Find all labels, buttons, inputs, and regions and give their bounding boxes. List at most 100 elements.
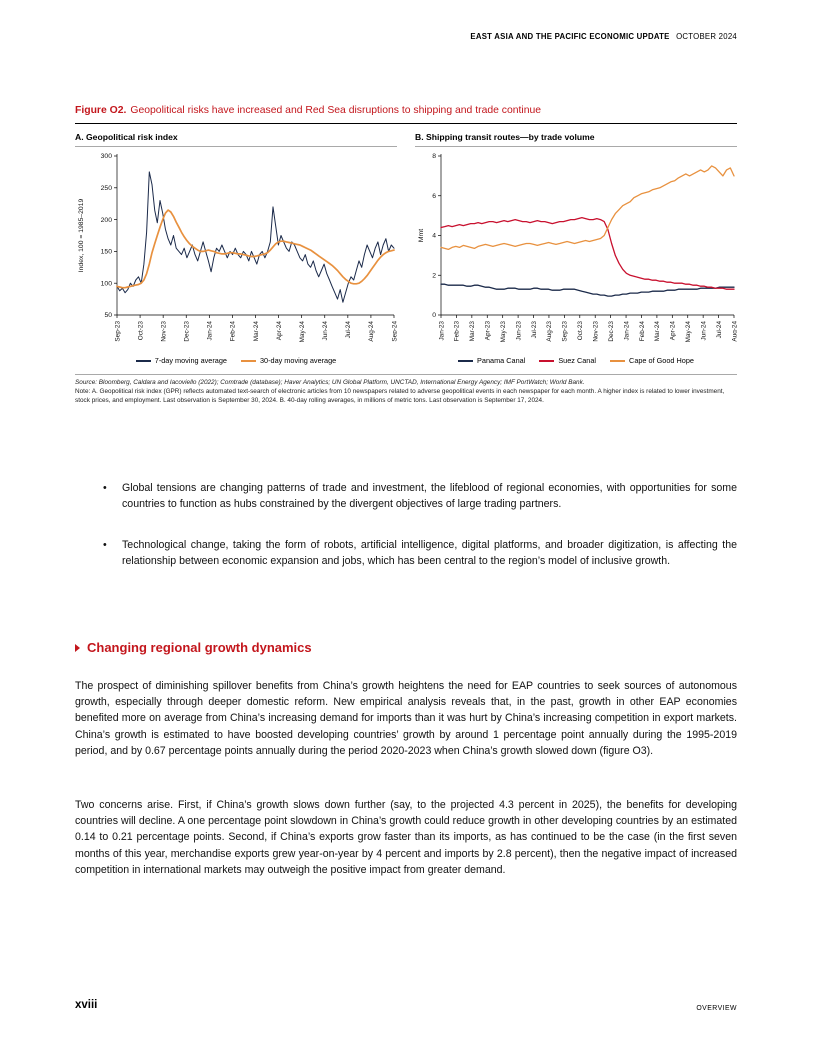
- legend-swatch-icon: [610, 359, 626, 362]
- legend-swatch-icon: [458, 359, 474, 362]
- x-tick-label: Jul-24: [345, 321, 352, 339]
- section-heading: Changing regional growth dynamics: [75, 640, 312, 655]
- body-paragraph: Two concerns arise. First, if China’s gr…: [75, 799, 737, 876]
- header-report-title: EAST ASIA AND THE PACIFIC ECONOMIC UPDAT…: [470, 32, 670, 41]
- panel-b: B. Shipping transit routes—by trade volu…: [415, 132, 737, 365]
- x-tick-label: Jan-24: [207, 321, 214, 341]
- figure-footnotes: Source: Bloomberg, Caldara and Iacoviell…: [75, 374, 737, 405]
- x-tick-label: Jun-24: [322, 321, 329, 341]
- x-tick-label: Jul-24: [716, 321, 723, 339]
- section-arrow-icon: [75, 643, 80, 652]
- x-tick-label: Aug-24: [368, 321, 375, 342]
- series-line: [440, 283, 735, 297]
- y-axis-label: Mmt: [418, 229, 425, 242]
- x-tick-label: Oct-23: [137, 321, 144, 341]
- x-tick-label: Jan-24: [623, 321, 630, 341]
- bullet-icon: •: [103, 539, 107, 552]
- footer-section-label: OVERVIEW: [696, 1005, 737, 1012]
- y-tick-label: 2: [432, 272, 436, 279]
- body-paragraph: The prospect of diminishing spillover be…: [75, 680, 737, 757]
- x-tick-label: Jun-23: [515, 321, 522, 341]
- page-number: xviii: [75, 999, 98, 1011]
- y-tick-label: 0: [432, 312, 436, 319]
- x-tick-label: May-23: [500, 321, 507, 343]
- y-tick-label: 150: [101, 249, 113, 256]
- legend-label: Cape of Good Hope: [629, 356, 694, 365]
- x-tick-label: Oct-23: [577, 321, 584, 341]
- key-points-list: • Global tensions are changing patterns …: [99, 481, 737, 596]
- x-tick-label: Nov-23: [160, 321, 167, 342]
- x-tick-label: Sep-23: [114, 321, 121, 342]
- x-tick-label: Aug-24: [731, 321, 737, 342]
- list-item: • Technological change, taking the form …: [99, 538, 737, 569]
- x-tick-label: Nov-23: [593, 321, 600, 342]
- legend-label: 30-day moving average: [259, 356, 337, 365]
- series-line: [440, 165, 735, 251]
- series-line: [440, 216, 735, 290]
- legend-label: Panama Canal: [477, 356, 526, 365]
- header-report-date: OCTOBER 2024: [676, 32, 737, 41]
- geopolitical-risk-chart: 50 100 150 200 250 300 Sep-23 Oct-23 Nov-23 Dec-2…: [78, 153, 397, 343]
- legend-item: Cape of Good Hope: [610, 356, 694, 365]
- x-tick-label: Dec-23: [608, 321, 615, 342]
- page-header: EAST ASIA AND THE PACIFIC ECONOMIC UPDAT…: [470, 32, 737, 41]
- legend-item: 30-day moving average: [240, 356, 337, 365]
- legend-swatch-icon: [135, 359, 151, 362]
- x-tick-label: Apr-23: [485, 321, 492, 341]
- legend-item: 7-day moving average: [135, 356, 227, 365]
- x-tick-label: Apr-24: [276, 321, 283, 341]
- legend-swatch-icon: [240, 359, 256, 362]
- shipping-routes-chart: 0 2 4 6 8 Jan-23 Feb-23 Mar-23 Apr-23 May-23 Jun-2…: [418, 153, 737, 343]
- bullet-icon: •: [103, 482, 107, 494]
- series-line: [116, 209, 395, 289]
- panel-b-title: B. Shipping transit routes—by trade volu…: [415, 132, 737, 147]
- y-tick-label: 300: [101, 153, 113, 160]
- x-tick-label: May-24: [299, 321, 306, 343]
- x-tick-label: Feb-24: [639, 321, 646, 342]
- figure-note: Note: A. Geopolitical risk index (GPR) r…: [75, 387, 725, 404]
- figure-o2: Figure O2. Geopolitical risks have increa…: [75, 105, 737, 405]
- figure-label: Figure O2.: [75, 105, 127, 116]
- x-tick-label: Feb-24: [230, 321, 237, 342]
- legend-label: Suez Canal: [558, 356, 597, 365]
- x-tick-label: Jun-24: [700, 321, 707, 341]
- x-tick-label: Jan-23: [438, 321, 445, 341]
- x-tick-label: Sep-24: [391, 321, 397, 342]
- x-tick-label: Mar-23: [469, 321, 476, 342]
- y-axis-label: Index, 100 = 1985–2019: [78, 199, 85, 273]
- y-tick-label: 4: [432, 233, 436, 240]
- legend-label: 7-day moving average: [154, 356, 227, 365]
- x-tick-label: Aug-23: [546, 321, 553, 342]
- panel-a: A. Geopolitical risk index 50 100 150 200 25…: [75, 132, 397, 365]
- x-tick-label: Sep-23: [562, 321, 569, 342]
- legend-swatch-icon: [539, 359, 555, 362]
- bullet-text: Global tensions are changing patterns of…: [122, 482, 737, 510]
- panel-a-legend: 7-day moving average 30-day moving averag…: [75, 356, 397, 365]
- figure-title-text: Geopolitical risks have increased and Re…: [130, 105, 542, 116]
- panel-a-title: A. Geopolitical risk index: [75, 132, 397, 147]
- y-tick-label: 50: [104, 312, 112, 319]
- x-tick-label: May-24: [685, 321, 692, 343]
- legend-item: Panama Canal: [458, 356, 525, 365]
- x-tick-label: Apr-24: [670, 321, 677, 341]
- x-tick-label: Feb-23: [454, 321, 461, 342]
- list-item: • Global tensions are changing patterns …: [99, 481, 737, 512]
- x-tick-label: Mar-24: [654, 321, 661, 342]
- figure-caption: Figure O2. Geopolitical risks have increa…: [75, 105, 737, 124]
- bullet-text: Technological change, taking the form of…: [122, 539, 737, 568]
- x-tick-label: Mar-24: [253, 321, 260, 342]
- figure-source: Source: Bloomberg, Caldara and Iacoviell…: [75, 379, 585, 386]
- section-heading-text: Changing regional growth dynamics: [87, 640, 312, 655]
- x-tick-label: Jul-23: [531, 321, 538, 339]
- panel-b-legend: Panama Canal Suez Canal Cape of Good Hope: [415, 356, 737, 365]
- figure-panels: A. Geopolitical risk index 50 100 150 200 25…: [75, 132, 737, 365]
- y-tick-label: 8: [432, 153, 436, 160]
- x-tick-label: Dec-23: [184, 321, 191, 342]
- y-tick-label: 6: [432, 193, 436, 200]
- legend-item: Suez Canal: [539, 356, 596, 365]
- series-line: [116, 171, 395, 303]
- y-tick-label: 100: [101, 280, 113, 287]
- y-tick-label: 250: [101, 185, 113, 192]
- y-tick-label: 200: [101, 217, 113, 224]
